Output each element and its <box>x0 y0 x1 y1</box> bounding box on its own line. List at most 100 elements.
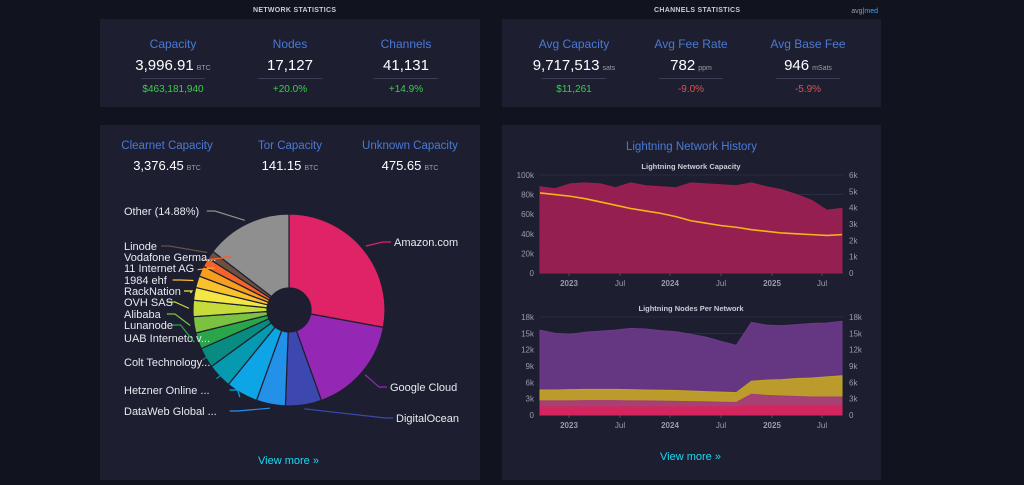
clearnet-capacity-value: 3,376.45 <box>133 158 184 173</box>
clearnet-capacity-stat: Clearnet Capacity 3,376.45 BTC <box>112 140 222 173</box>
pie-label-uab-interneto-v: UAB Interneto v... <box>124 333 210 345</box>
capacity-stat: Capacity 3,996.91 BTC $463,181,940 <box>118 37 228 95</box>
x-tick-label: 2023 <box>560 279 578 287</box>
pie-leader-colt-technology <box>216 361 240 380</box>
y-right-tick: 9k <box>849 362 858 371</box>
channels-label: Channels <box>380 37 432 51</box>
pie-slice-amazon-com[interactable] <box>288 213 386 329</box>
med-toggle[interactable]: med <box>864 8 878 15</box>
y-left-tick: 0 <box>530 269 535 278</box>
pie-leader-google-cloud <box>364 374 387 388</box>
y-right-tick: 15k <box>849 329 863 338</box>
x-tick-label: Jul <box>615 279 625 287</box>
x-tick-label: Jul <box>817 279 827 287</box>
avg-fee-rate-change: -9.0% <box>677 84 705 95</box>
y-right-tick: 1k <box>849 253 858 262</box>
pie-label-vodafone-germa: Vodafone Germa... <box>124 252 216 264</box>
pie-leader-other-14-88 <box>206 210 246 221</box>
avg-base-fee-unit: mSats <box>812 65 832 72</box>
history-view-more-link[interactable]: View more » <box>660 451 721 463</box>
capacity-value: 3,996.91 <box>135 57 194 74</box>
channels-stat: Channels 41,131 +14.9% <box>351 37 461 95</box>
pie-label-colt-technology: Colt Technology... <box>124 357 210 369</box>
series-area-0 <box>539 182 843 274</box>
y-right-tick: 3k <box>849 220 858 229</box>
channels-statistics-panel: Avg Capacity 9,717,513 sats $11,261 Avg F… <box>502 19 881 107</box>
pie-leader-amazon-com <box>365 241 391 247</box>
pie-label-other-14-88: Other (14.88%) <box>124 206 199 218</box>
unknown-capacity-value: 475.65 <box>381 158 422 173</box>
pie-leader-hetzner-online <box>229 389 241 398</box>
x-tick-label: Jul <box>716 279 726 287</box>
pie-leader-dataweb-global <box>229 407 271 412</box>
lightning-nodes-chart: Lightning Nodes Per Network 0 3k 6k 9k 12k 15k… <box>521 304 863 430</box>
pie-label-google-cloud: Google Cloud <box>390 382 457 394</box>
pie-slice-other-14-88[interactable] <box>212 213 290 298</box>
pie-leader-alibaba <box>166 313 191 327</box>
tor-capacity-unit: BTC <box>304 165 319 172</box>
tor-capacity-label: Tor Capacity <box>258 140 322 152</box>
pie-hole <box>268 289 310 331</box>
avg-capacity-value: 9,717,513 <box>532 57 600 74</box>
pie-leader-vodafone-germa <box>202 256 232 261</box>
y-right-tick: 2k <box>849 236 858 245</box>
lightning-capacity-chart: Lightning Network Capacity 0 20k 40k 60k 80k 1… <box>517 162 859 287</box>
capacity-view-more-link[interactable]: View more » <box>258 455 319 467</box>
nodes-change: +20.0% <box>272 84 308 95</box>
y-left-tick: 80k <box>521 191 535 200</box>
avg-capacity-change: $11,261 <box>556 84 592 95</box>
avg-capacity-stat: Avg Capacity 9,717,513 sats $11,261 <box>519 37 629 95</box>
tor-capacity-stat: Tor Capacity 141.15 BTC <box>235 140 345 173</box>
x-tick-label: 2025 <box>763 421 781 430</box>
y-right-tick: 18k <box>849 313 863 322</box>
y-left-tick: 3k <box>526 395 535 404</box>
pie-slice-google-cloud[interactable] <box>295 313 385 402</box>
avg-capacity-label: Avg Capacity <box>538 37 610 51</box>
nodes-stat: Nodes 17,127 +20.0% <box>235 37 345 95</box>
series-line-1 <box>539 192 843 237</box>
x-tick-label: 2024 <box>661 279 679 287</box>
pie-label-hetzner-online: Hetzner Online ... <box>124 385 210 397</box>
pie-label-linode: Linode <box>124 241 157 253</box>
tor-capacity-value: 141.15 <box>261 158 302 173</box>
capacity-label: Capacity <box>149 37 197 51</box>
pie-leader-1984-ehf <box>172 279 194 282</box>
y-left-tick: 12k <box>521 346 535 355</box>
pie-leader-11-internet-ag <box>197 267 215 271</box>
capacity-unit: BTC <box>196 65 211 72</box>
pie-label-amazon-com: Amazon.com <box>394 237 458 249</box>
avg-fee-rate-value: 782 <box>670 57 696 74</box>
pie-label-dataweb-global: DataWeb Global ... <box>124 406 217 418</box>
avg-med-toggle: avg|med <box>851 8 878 15</box>
unknown-capacity-label: Unknown Capacity <box>362 140 458 152</box>
y-left-tick: 100k <box>517 171 535 180</box>
x-tick-label: 2023 <box>560 421 578 430</box>
y-right-tick: 12k <box>849 346 863 355</box>
unknown-capacity-unit: BTC <box>424 165 439 172</box>
y-left-tick: 0 <box>530 411 535 420</box>
avg-base-fee-stat: Avg Base Fee 946 mSats -5.9% <box>753 37 863 95</box>
avg-toggle[interactable]: avg <box>851 8 863 15</box>
clearnet-capacity-unit: BTC <box>186 165 201 172</box>
y-left-tick: 18k <box>521 313 535 322</box>
pie-label-lunanode: Lunanode <box>124 320 173 332</box>
nodes-label: Nodes <box>272 37 308 51</box>
pie-label-digitalocean: DigitalOcean <box>396 413 459 425</box>
x-tick-label: 2025 <box>763 279 781 287</box>
pie-label-racknation: RackNation <box>124 286 181 298</box>
pie-leader-lunanode <box>172 324 195 343</box>
avg-fee-rate-unit: ppm <box>698 65 712 72</box>
y-right-tick: 4k <box>849 204 858 213</box>
pie-leader-linode <box>161 245 208 254</box>
avg-base-fee-change: -5.9% <box>794 84 822 95</box>
chart-title: Lightning Nodes Per Network <box>638 304 744 313</box>
nodes-value: 17,127 <box>267 57 313 74</box>
pie-leader-uab-interneto-v <box>201 337 240 361</box>
y-left-tick: 60k <box>521 210 535 219</box>
avg-base-fee-label: Avg Base Fee <box>770 37 846 51</box>
isp-capacity-pie-chart: Amazon.com Google Cloud DigitalOcean DataWe… <box>124 206 459 425</box>
channels-change: +14.9% <box>388 84 424 95</box>
pie-leader-digitalocean <box>304 408 393 419</box>
x-tick-label: Jul <box>716 421 726 430</box>
y-left-tick: 40k <box>521 230 535 239</box>
